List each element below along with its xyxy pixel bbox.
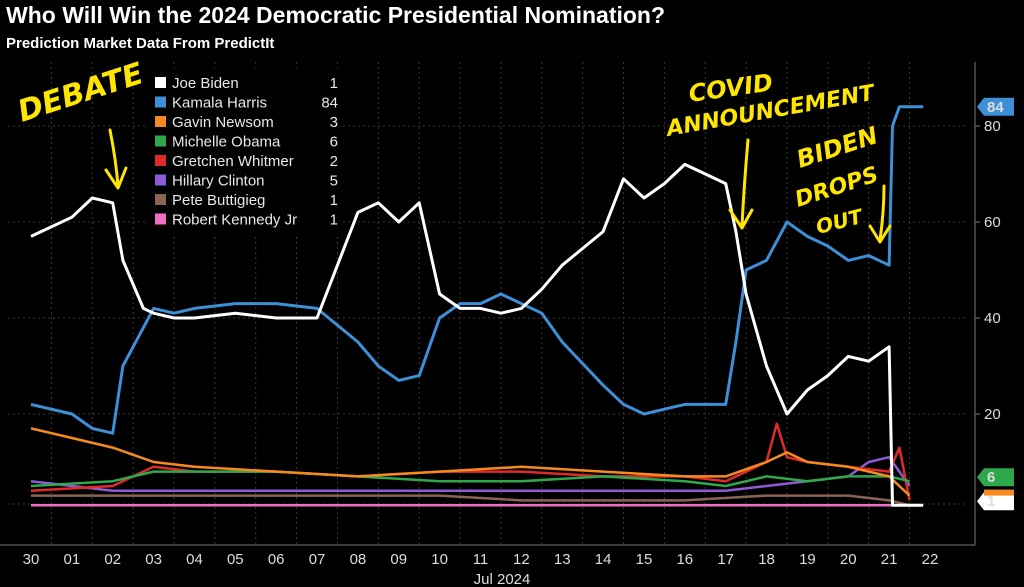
legend-swatch	[155, 96, 166, 108]
annotation-arrow	[878, 184, 886, 242]
x-tick-label: 21	[881, 551, 898, 568]
legend-swatch	[155, 77, 166, 88]
legend-label: Joe Biden	[172, 75, 239, 92]
x-tick-label: 10	[431, 551, 448, 568]
x-tick-label: 06	[268, 551, 285, 568]
value-tags: 84 6 1	[977, 97, 1014, 511]
x-tick-label: 07	[309, 551, 326, 568]
x-tick-label: 22	[922, 551, 939, 568]
legend-swatch	[155, 213, 166, 225]
legend-value: 1	[330, 75, 338, 92]
value-tag-bg	[977, 492, 1014, 511]
x-tick-label: 12	[513, 551, 530, 568]
value-tag-text: 6	[987, 469, 995, 486]
annotation-arrow	[740, 138, 750, 228]
x-tick-label: 17	[717, 551, 734, 568]
legend-label: Gavin Newsom	[172, 114, 274, 131]
legend-label: Michelle Obama	[172, 134, 281, 151]
x-tick-label: 04	[186, 551, 203, 568]
legend-value: 3	[330, 114, 338, 131]
series-lines	[30, 105, 924, 507]
y-tick-label: 20	[984, 406, 1001, 423]
x-tick-label: 20	[840, 551, 857, 568]
x-tick-label: 01	[64, 551, 81, 568]
legend-value: 84	[321, 95, 338, 112]
legend-value: 5	[330, 173, 338, 190]
x-tick-label: 13	[554, 551, 571, 568]
value-tag-text: 84	[987, 99, 1004, 116]
value-tag: 1	[977, 492, 1014, 511]
legend-swatch	[155, 174, 166, 186]
x-tick-label: 05	[227, 551, 244, 568]
x-tick-label: 30	[23, 551, 40, 568]
y-tick-label: 60	[984, 214, 1001, 231]
x-tick-label: 09	[390, 551, 407, 568]
value-tag-bg	[977, 468, 1014, 487]
x-tick-label: 11	[473, 551, 489, 568]
legend-box	[148, 68, 343, 234]
value-tag: 6	[977, 468, 1014, 487]
x-tick-label: 14	[595, 551, 612, 568]
legend-value: 1	[330, 192, 338, 209]
legend-value: 1	[330, 212, 338, 229]
x-tick-label: 18	[758, 551, 775, 568]
x-tick-label: 02	[104, 551, 121, 568]
legend-value: 6	[330, 134, 338, 151]
x-tick-label: 03	[145, 551, 162, 568]
series-line-gavin-newsom	[30, 427, 911, 497]
annotation-arrowhead	[104, 166, 128, 190]
legend-label: Pete Buttigieg	[172, 192, 265, 209]
series-line-michelle-obama	[30, 470, 910, 488]
series-line-hillary-clinton	[30, 455, 911, 493]
legend-swatch	[155, 116, 166, 127]
legend-swatch	[155, 135, 166, 147]
value-tag: 84	[977, 97, 1014, 116]
chart-title: Who Will Win the 2024 Democratic Preside…	[6, 2, 666, 28]
value-tag-text: 1	[987, 493, 995, 510]
chart-subtitle: Prediction Market Data From PredictIt	[6, 35, 275, 52]
x-tick-label: 08	[350, 551, 367, 568]
legend-label: Gretchen Whitmer	[172, 153, 294, 170]
x-axis-label: Jul 2024	[474, 571, 531, 587]
value-tag-bg	[977, 97, 1014, 116]
series-line-joe-biden	[30, 162, 924, 507]
annotation-text: DEBATE	[14, 56, 149, 129]
x-tick-label: 19	[799, 551, 816, 568]
legend-value: 2	[330, 153, 338, 170]
y-tick-label: 80	[984, 118, 1001, 135]
legend-swatch	[155, 155, 166, 166]
series-line-pete-buttigieg	[31, 494, 910, 507]
value-tag-stub	[984, 489, 1014, 496]
legend: Joe Biden 1 Kamala Harris 84 Gavin Newsom 3 Mi…	[148, 68, 343, 234]
y-tick-label: 40	[984, 310, 1001, 327]
legend-label: Robert Kennedy Jr	[172, 212, 297, 229]
x-tick-label: 15	[636, 551, 653, 568]
annotation-text: OUT	[813, 204, 866, 239]
legend-label: Hillary Clinton	[172, 173, 265, 190]
annotation-arrowhead	[728, 208, 754, 230]
annotation-arrow	[108, 128, 120, 188]
legend-swatch	[155, 194, 166, 205]
legend-label: Kamala Harris	[172, 95, 267, 112]
x-tick-label: 16	[676, 551, 693, 568]
series-line-kamala-harris	[30, 105, 924, 435]
annotation-arrowhead	[868, 224, 892, 244]
